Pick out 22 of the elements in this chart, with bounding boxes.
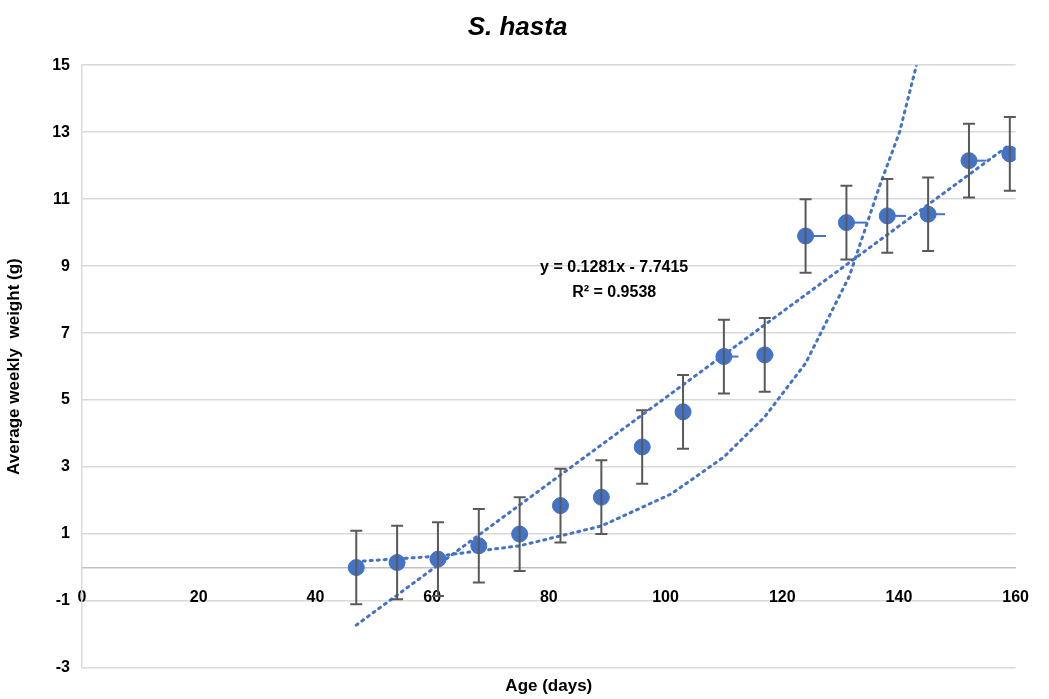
chart-title: S. hasta (467, 10, 568, 41)
y-tick-label: -3 (55, 658, 71, 676)
y-tick-label: 7 (61, 323, 71, 341)
y-tick-label: 13 (52, 122, 71, 140)
y-tick-label: -1 (55, 591, 71, 609)
y-tick-label: 9 (61, 256, 71, 274)
annotation: R² = 0.9538 (572, 282, 657, 300)
y-tick-label: 11 (53, 189, 71, 207)
x-tick-label: 120 (768, 587, 796, 605)
x-tick-label: 140 (885, 587, 913, 605)
y-tick-label: 1 (61, 524, 71, 542)
y-tick-label: 5 (61, 390, 71, 408)
x-tick-label: 20 (189, 587, 208, 605)
x-tick-label: 160 (1002, 587, 1030, 605)
x-tick-label: 40 (306, 587, 325, 605)
x-tick-label: 100 (652, 587, 679, 605)
y-tick-label: 3 (61, 457, 71, 475)
x-tick-label: 80 (539, 587, 558, 605)
y-axis-title: Average weekly weight (g) (3, 258, 23, 475)
y-tick-label: 15 (52, 55, 71, 73)
annotation: y = 0.1281x - 7.7415 (540, 257, 689, 275)
x-axis-title: Age (days) (505, 675, 593, 695)
